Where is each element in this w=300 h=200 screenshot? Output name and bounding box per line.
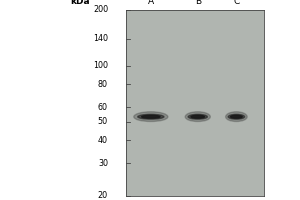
Text: 40: 40	[98, 136, 108, 145]
Ellipse shape	[231, 115, 242, 118]
Ellipse shape	[228, 114, 245, 119]
Text: A: A	[148, 0, 154, 6]
Text: 80: 80	[98, 80, 108, 89]
Ellipse shape	[138, 114, 164, 119]
Ellipse shape	[134, 112, 168, 121]
Text: 200: 200	[93, 5, 108, 15]
Text: 60: 60	[98, 103, 108, 112]
Text: 50: 50	[98, 117, 108, 126]
Text: 100: 100	[93, 61, 108, 70]
Ellipse shape	[191, 115, 205, 118]
Ellipse shape	[188, 114, 207, 119]
Text: C: C	[233, 0, 239, 6]
Ellipse shape	[142, 115, 160, 118]
Text: 30: 30	[98, 159, 108, 168]
Text: 140: 140	[93, 34, 108, 43]
Text: 20: 20	[98, 192, 108, 200]
Ellipse shape	[226, 112, 247, 121]
Ellipse shape	[185, 112, 210, 121]
Text: B: B	[195, 0, 201, 6]
Text: kDa: kDa	[70, 0, 90, 6]
